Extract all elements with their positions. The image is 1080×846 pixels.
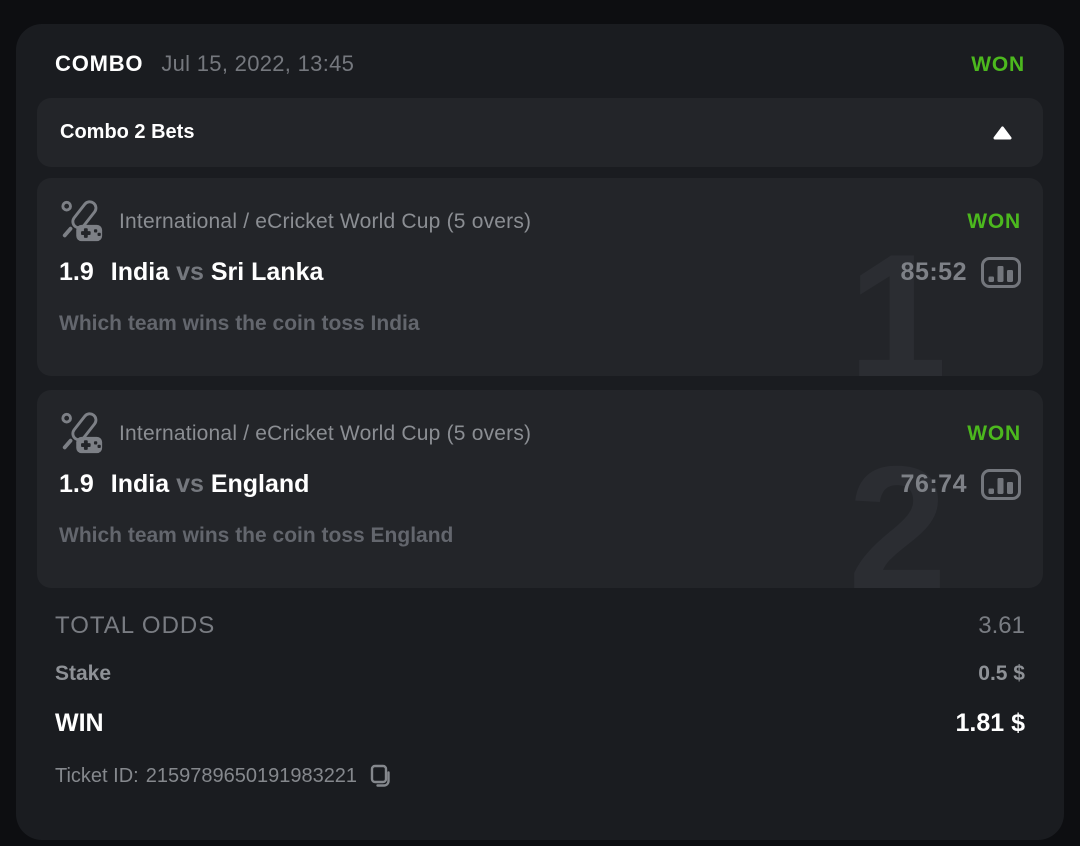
win-row: WIN 1.81 $ [37,709,1043,738]
vs-separator: vs [176,470,204,498]
bet-league: International / eCricket World Cup (5 ov… [119,210,532,233]
bet-market: Which team wins the coin toss England [59,524,454,547]
combo-bets-toggle[interactable]: Combo 2 Bets [37,98,1043,167]
bet-teams: India vs Sri Lanka [111,258,324,287]
match-score: 85:52 [900,258,967,286]
bet-card: 1 International / eCricket World Cup (5 … [37,178,1043,376]
bet-match-row: 1.9 India vs England 76:74 [59,469,1021,500]
total-odds-label: TOTAL ODDS [55,612,216,639]
bet-league-row: International / eCricket World Cup (5 ov… [59,199,1021,245]
bet-number-watermark: 1 [848,217,947,377]
bet-odds: 1.9 [59,470,94,498]
bet-match-row: 1.9 India vs Sri Lanka 85:52 [59,257,1021,288]
copy-icon[interactable] [368,763,392,789]
total-odds-row: TOTAL ODDS 3.61 [37,612,1043,640]
ticket-date: Jul 15, 2022, 13:45 [161,51,355,76]
stake-label: Stake [55,662,112,685]
away-team: England [210,470,310,498]
bet-number-watermark: 2 [848,429,947,589]
ticket-id-row: Ticket ID: 2159789650191983221 [37,763,1043,789]
match-score: 76:74 [900,470,967,498]
home-team: India [110,470,170,498]
ticket-id-value: 2159789650191983221 [145,764,358,787]
bet-type-label: COMBO [55,51,144,76]
bet-status-badge: WON [967,422,1021,445]
bet-ticket-card: COMBO Jul 15, 2022, 13:45 WON Combo 2 Be… [16,24,1064,840]
bet-market: Which team wins the coin toss India [59,312,420,335]
bet-odds: 1.9 [59,258,94,286]
match-stats-button[interactable] [981,257,1021,288]
away-team: Sri Lanka [210,258,324,286]
total-odds-value: 3.61 [978,612,1025,639]
collapse-caret-icon[interactable] [992,125,1013,141]
bet-status-badge: WON [967,210,1021,233]
combo-bets-label: Combo 2 Bets [60,121,195,143]
bet-league-row: International / eCricket World Cup (5 ov… [59,411,1021,457]
bet-teams: India vs England [111,470,310,499]
home-team: India [110,258,170,286]
ticket-header: COMBO Jul 15, 2022, 13:45 WON [37,24,1043,77]
ticket-id-label: Ticket ID: [55,764,139,787]
vs-separator: vs [176,258,204,286]
esports-cricket-icon [59,199,105,245]
win-label: WIN [55,709,104,737]
esports-cricket-icon [59,411,105,457]
bet-card: 2 International / eCricket World Cup (5 … [37,390,1043,588]
match-stats-button[interactable] [981,469,1021,500]
ticket-status-badge: WON [971,53,1025,76]
stake-row: Stake 0.5 $ [37,662,1043,686]
bet-league: International / eCricket World Cup (5 ov… [119,422,532,445]
win-value: 1.81 $ [955,709,1025,737]
stake-value: 0.5 $ [978,662,1025,685]
